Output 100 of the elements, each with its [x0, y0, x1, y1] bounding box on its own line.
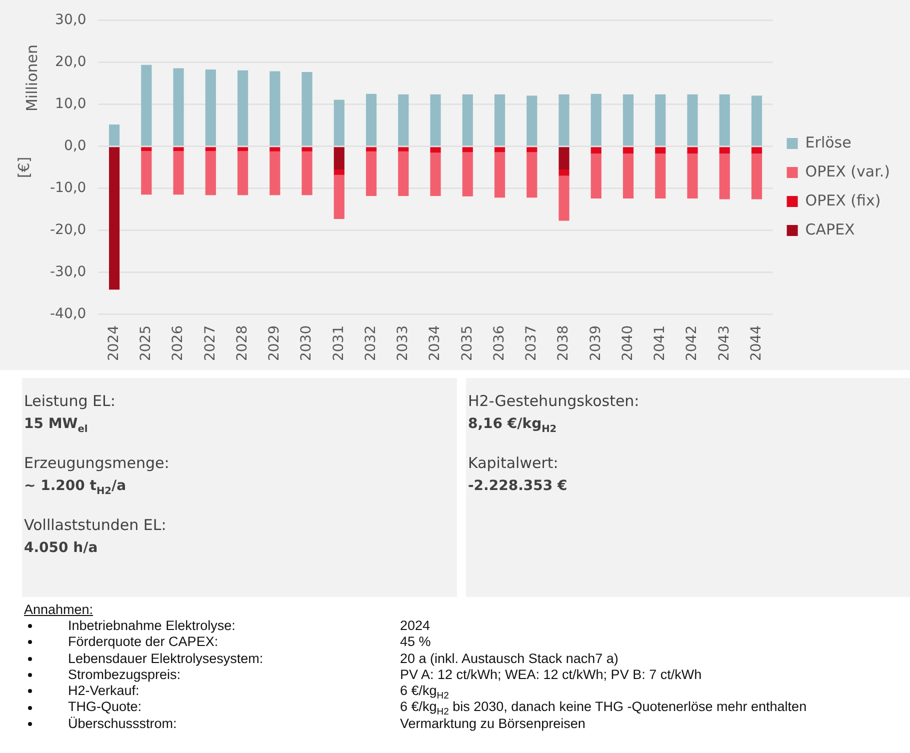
text: 8,16 €/kg$_{H2}$ — [468, 416, 558, 435]
x-tick-label: 2040 — [620, 325, 636, 362]
bar — [237, 70, 248, 146]
bar — [302, 151, 312, 196]
bar — [430, 147, 441, 153]
x-tick-label: 2029 — [266, 325, 283, 362]
text: H2-Verkauf: — [68, 683, 140, 700]
text: Volllaststunden EL: — [24, 516, 168, 534]
bar — [302, 147, 312, 152]
text: 15 MW$_{el}$ — [24, 416, 89, 435]
x-tick-label: 2027 — [202, 325, 218, 362]
bar — [205, 151, 216, 196]
bar — [622, 154, 634, 198]
text: 6 €/kg$_{H2}$ — [400, 683, 449, 702]
bar — [302, 72, 312, 146]
text: PV A: 12 ct/kWh; WEA: 12 ct/kWh; PV B: 7 ct/kWh — [400, 666, 702, 684]
x-tick-label: 2037 — [524, 325, 540, 362]
text: Erzeugungsmenge: — [24, 454, 170, 472]
bar — [270, 71, 280, 146]
bar — [719, 154, 730, 200]
bar — [237, 151, 248, 196]
bar — [270, 147, 280, 152]
bar — [430, 152, 441, 196]
bar — [687, 154, 698, 198]
x-tick-label: 2042 — [684, 325, 700, 362]
bar — [462, 94, 473, 146]
bar — [398, 151, 409, 196]
text: 2024 — [400, 618, 430, 634]
x-tick-label: 2031 — [330, 325, 347, 362]
y-tick-label: 10,0 — [55, 96, 86, 112]
bar — [558, 176, 570, 221]
bar — [558, 147, 570, 170]
x-tick-label: 2036 — [491, 325, 508, 362]
bar — [590, 154, 602, 198]
x-tick-label: 2024 — [106, 325, 122, 362]
bar — [334, 169, 344, 175]
text: Strombezugspreis: — [68, 666, 182, 684]
bar — [141, 147, 152, 152]
bar — [719, 94, 730, 146]
bar — [655, 154, 666, 198]
text: 45 % — [400, 634, 431, 651]
bar — [590, 147, 602, 154]
x-tick-label: 2043 — [716, 325, 732, 362]
legend-label: OPEX (fix) — [805, 191, 881, 210]
text: Annahmen: — [24, 602, 94, 618]
y-tick-label: -20,0 — [50, 222, 86, 238]
text: Überschussstrom: — [68, 716, 178, 732]
bar — [173, 68, 184, 146]
text: ~ 1.200 t$_{H2}$/a — [24, 478, 128, 497]
bar — [173, 147, 184, 152]
text: Vermarktung zu Börsenpreisen — [400, 716, 586, 732]
bar — [687, 147, 698, 154]
bar — [622, 94, 634, 146]
text: Lebensdauer Elektrolysesystem: — [68, 650, 264, 667]
bar — [655, 94, 666, 146]
x-tick-label: 2025 — [138, 325, 154, 362]
text: 20 a (inkl. Austausch Stack nach7 a) — [400, 650, 618, 667]
bar — [398, 94, 409, 146]
bar — [430, 94, 441, 146]
text: Förderquote der CAPEX: — [68, 634, 220, 651]
legend-label: CAPEX — [805, 220, 855, 238]
y-axis-title: [€] — [14, 156, 33, 178]
text: 4.050 h/a — [24, 540, 99, 556]
x-tick-label: 2034 — [427, 325, 444, 362]
bar — [366, 147, 377, 152]
bar — [719, 147, 730, 154]
bar — [526, 152, 538, 198]
text: Kapitalwert: — [468, 454, 560, 472]
bar — [751, 147, 762, 154]
bar — [108, 147, 120, 290]
x-tick-label: 2044 — [748, 325, 764, 362]
bar — [366, 151, 377, 196]
x-tick-label: 2026 — [170, 325, 186, 362]
text: Millionen — [22, 44, 41, 112]
bar — [108, 124, 120, 146]
x-tick-label: 2033 — [395, 325, 412, 362]
bar — [558, 94, 570, 146]
bar — [655, 147, 666, 154]
text: Inbetriebnahme Elektrolyse: — [68, 618, 236, 634]
bar — [141, 151, 152, 195]
bar — [494, 152, 506, 198]
x-tick-label: 2032 — [362, 325, 379, 362]
bar — [398, 147, 409, 152]
bar — [334, 100, 344, 146]
x-tick-label: 2028 — [234, 325, 250, 362]
y-tick-label: 20,0 — [55, 54, 86, 70]
bar — [751, 154, 762, 200]
legend-label: OPEX (var.) — [805, 162, 890, 180]
bar — [462, 152, 473, 196]
x-tick-label: 2041 — [652, 325, 668, 362]
bar — [237, 147, 248, 152]
x-tick-label: 2039 — [588, 325, 604, 362]
y-tick-label: 0,0 — [64, 138, 86, 154]
bar — [494, 147, 506, 152]
bar — [366, 94, 377, 146]
bar — [751, 96, 762, 146]
bar — [622, 147, 634, 154]
y-tick-label: -30,0 — [50, 264, 86, 280]
bar — [334, 174, 344, 220]
bar — [205, 70, 216, 146]
